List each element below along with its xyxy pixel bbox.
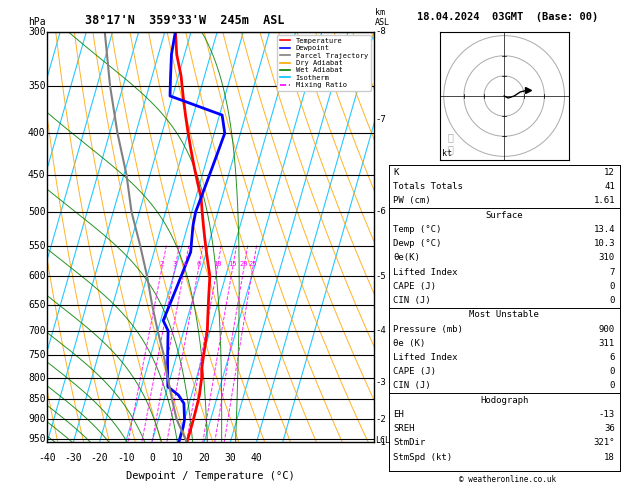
Text: 650: 650 — [28, 299, 45, 310]
Text: 900: 900 — [28, 415, 45, 424]
Text: Totals Totals: Totals Totals — [393, 182, 463, 191]
Text: 12: 12 — [604, 168, 615, 177]
Text: 310: 310 — [599, 253, 615, 262]
Text: θe(K): θe(K) — [393, 253, 420, 262]
Text: Pressure (mb): Pressure (mb) — [393, 325, 463, 333]
Text: hPa: hPa — [28, 17, 45, 28]
Text: StmDir: StmDir — [393, 438, 426, 448]
Text: -3: -3 — [376, 378, 386, 387]
Text: 900: 900 — [599, 325, 615, 333]
Text: PW (cm): PW (cm) — [393, 196, 431, 206]
Text: -5: -5 — [376, 272, 386, 281]
Text: 300: 300 — [28, 27, 45, 36]
Text: Dewpoint / Temperature (°C): Dewpoint / Temperature (°C) — [126, 471, 295, 481]
Text: 350: 350 — [28, 81, 45, 91]
Text: 400: 400 — [28, 128, 45, 138]
Text: 1.61: 1.61 — [593, 196, 615, 206]
Text: θe (K): θe (K) — [393, 339, 426, 348]
Text: LCL: LCL — [376, 436, 390, 445]
Text: Hodograph: Hodograph — [480, 396, 528, 405]
Text: 7: 7 — [610, 268, 615, 277]
Text: 3: 3 — [173, 261, 177, 267]
Text: -4: -4 — [376, 326, 386, 335]
Text: 6: 6 — [197, 261, 201, 267]
Text: 0: 0 — [610, 282, 615, 291]
Text: -6: -6 — [376, 208, 386, 216]
Text: 36: 36 — [604, 424, 615, 433]
Text: 0: 0 — [610, 382, 615, 390]
Text: 600: 600 — [28, 271, 45, 281]
Text: 500: 500 — [28, 207, 45, 217]
Text: 750: 750 — [28, 350, 45, 360]
Text: 20: 20 — [198, 452, 210, 463]
Text: -20: -20 — [91, 452, 108, 463]
Text: 13.4: 13.4 — [593, 225, 615, 234]
Text: Temp (°C): Temp (°C) — [393, 225, 442, 234]
Text: 700: 700 — [28, 326, 45, 336]
Legend: Temperature, Dewpoint, Parcel Trajectory, Dry Adiabat, Wet Adiabat, Isotherm, Mi: Temperature, Dewpoint, Parcel Trajectory… — [277, 35, 370, 91]
Text: K: K — [393, 168, 399, 177]
Text: -7: -7 — [376, 115, 386, 124]
Text: 321°: 321° — [593, 438, 615, 448]
Text: 40: 40 — [250, 452, 262, 463]
Text: 18.04.2024  03GMT  (Base: 00): 18.04.2024 03GMT (Base: 00) — [416, 12, 598, 22]
Text: 41: 41 — [604, 182, 615, 191]
Text: Mixing Ratio (g/kg): Mixing Ratio (g/kg) — [396, 186, 404, 288]
Text: 30: 30 — [225, 452, 237, 463]
Text: 450: 450 — [28, 170, 45, 180]
Text: 800: 800 — [28, 373, 45, 383]
Text: 20: 20 — [240, 261, 248, 267]
Text: 0: 0 — [149, 452, 155, 463]
Text: kt: kt — [442, 149, 452, 158]
Text: 950: 950 — [28, 434, 45, 444]
Text: 18: 18 — [604, 452, 615, 462]
Text: Most Unstable: Most Unstable — [469, 310, 539, 319]
Text: -13: -13 — [599, 410, 615, 419]
Text: 10: 10 — [172, 452, 184, 463]
Text: 550: 550 — [28, 241, 45, 251]
Text: 38°17'N  359°33'W  245m  ASL: 38°17'N 359°33'W 245m ASL — [85, 15, 284, 28]
Text: 311: 311 — [599, 339, 615, 348]
Text: StmSpd (kt): StmSpd (kt) — [393, 452, 452, 462]
Text: CAPE (J): CAPE (J) — [393, 282, 437, 291]
Text: -2: -2 — [376, 415, 386, 424]
Text: 15: 15 — [228, 261, 237, 267]
Text: Dewp (°C): Dewp (°C) — [393, 239, 442, 248]
Text: 6: 6 — [610, 353, 615, 362]
Text: -10: -10 — [117, 452, 135, 463]
Text: 2: 2 — [160, 261, 164, 267]
Text: 850: 850 — [28, 394, 45, 404]
Text: © weatheronline.co.uk: © weatheronline.co.uk — [459, 474, 556, 484]
Text: 10.3: 10.3 — [593, 239, 615, 248]
Text: Lifted Index: Lifted Index — [393, 353, 458, 362]
Text: 10: 10 — [213, 261, 221, 267]
Text: -1: -1 — [376, 438, 386, 447]
Text: 0: 0 — [610, 367, 615, 376]
Text: CIN (J): CIN (J) — [393, 296, 431, 305]
Text: ⨼: ⨼ — [448, 144, 454, 155]
Text: 25: 25 — [248, 261, 257, 267]
Text: km
ASL: km ASL — [375, 8, 389, 28]
Text: Lifted Index: Lifted Index — [393, 268, 458, 277]
Text: -40: -40 — [38, 452, 56, 463]
Text: ⨼: ⨼ — [448, 132, 454, 142]
Text: CIN (J): CIN (J) — [393, 382, 431, 390]
Text: CAPE (J): CAPE (J) — [393, 367, 437, 376]
Text: EH: EH — [393, 410, 404, 419]
Text: 0: 0 — [610, 296, 615, 305]
Text: Surface: Surface — [486, 210, 523, 220]
Text: 4: 4 — [182, 261, 187, 267]
Text: -8: -8 — [376, 27, 386, 36]
Text: -30: -30 — [65, 452, 82, 463]
Text: SREH: SREH — [393, 424, 415, 433]
